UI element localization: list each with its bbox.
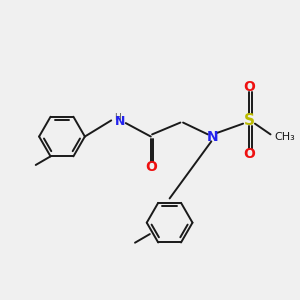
Text: CH₃: CH₃ [274,131,295,142]
Text: N: N [207,130,218,143]
Text: O: O [243,147,255,161]
Text: O: O [243,80,255,94]
Text: N: N [115,115,125,128]
Text: S: S [244,113,254,128]
Text: O: O [145,160,157,175]
Text: H: H [114,113,121,122]
